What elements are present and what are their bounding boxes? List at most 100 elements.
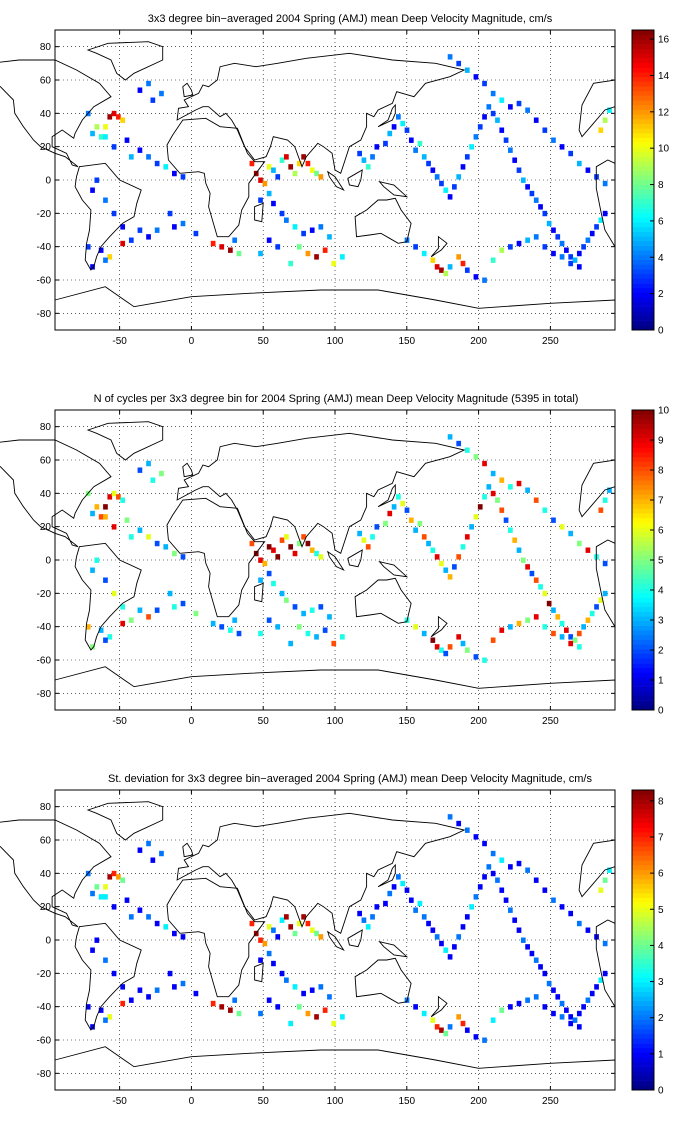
- colorbar: 0 2 4 6 8 10 12 14 16: [631, 29, 670, 337]
- heatmap-cell: [499, 857, 505, 863]
- y-tick-label: 40: [40, 869, 52, 880]
- heatmap-cell: [301, 610, 306, 617]
- x-tick-label: 0: [189, 1096, 195, 1107]
- heatmap-cell: [228, 1007, 233, 1013]
- coastline-new-zealand: [430, 995, 448, 1018]
- heatmap-cell: [576, 264, 582, 270]
- colorbar-swatch: [632, 541, 654, 547]
- colorbar-swatch: [632, 893, 654, 899]
- heatmap-cell: [228, 247, 233, 253]
- heatmap-cell: [374, 524, 380, 530]
- colorbar-swatch: [632, 194, 654, 200]
- colorbar-swatch: [632, 410, 654, 415]
- heatmap-cell: [305, 160, 311, 167]
- colorbar-swatch: [632, 447, 654, 453]
- heatmap-cell: [585, 617, 591, 623]
- heatmap-cell: [434, 644, 440, 650]
- colorbar-swatch: [632, 982, 654, 988]
- heatmap-cell: [322, 247, 328, 253]
- heatmap-cell: [90, 510, 95, 517]
- heatmap-cell: [111, 110, 117, 117]
- heatmap-cell: [430, 927, 436, 933]
- x-tick-label: 0: [189, 716, 195, 727]
- heatmap-cell: [503, 137, 509, 143]
- colorbar-swatch: [632, 245, 654, 251]
- heatmap-cell: [258, 957, 263, 963]
- heatmap-cell: [137, 907, 143, 913]
- heatmap-cell: [271, 547, 276, 553]
- heatmap-cell: [266, 544, 272, 550]
- heatmap-cell: [301, 914, 306, 920]
- colorbar-swatch: [632, 424, 654, 430]
- colorbar-swatch: [632, 456, 654, 462]
- heatmap-cell: [279, 157, 285, 163]
- colorbar-swatch: [632, 442, 654, 448]
- heatmap-cell: [111, 144, 117, 150]
- y-tick-label: 60: [40, 456, 52, 467]
- heatmap-cell: [275, 244, 281, 250]
- colorbar-swatch: [632, 452, 654, 458]
- heatmap-cell: [581, 624, 586, 630]
- heatmap-cell: [266, 997, 272, 1003]
- heatmap-cell: [309, 167, 315, 173]
- colorbar-swatch: [632, 695, 654, 701]
- colorbar-swatch: [632, 569, 654, 575]
- colorbar-swatch: [632, 841, 654, 847]
- colorbar: 0 1 2 3 4 5 6 7 8 9 10: [631, 406, 670, 717]
- colorbar-swatch: [632, 827, 654, 833]
- colorbar-swatch: [632, 860, 654, 866]
- heatmap-cell: [154, 227, 160, 233]
- colorbar-swatch: [632, 681, 654, 687]
- panel-mean-velocity: 3x3 degree bin−averaged 2004 Spring (AMJ…: [148, 13, 553, 25]
- x-tick-label: 250: [542, 1096, 559, 1107]
- heatmap-cell: [495, 877, 500, 883]
- heatmap-cell: [120, 984, 126, 990]
- heatmap-cell: [607, 107, 612, 113]
- colorbar-swatch: [632, 217, 654, 223]
- heatmap-cell: [443, 947, 449, 953]
- heatmap-cell: [538, 584, 543, 590]
- heatmap-cell: [357, 150, 362, 157]
- chart-title: 3x3 degree bin−averaged 2004 Spring (AMJ…: [148, 13, 553, 25]
- heatmap-cell: [111, 904, 117, 910]
- x-tick-label: 50: [258, 716, 270, 727]
- heatmap-cell: [551, 607, 556, 613]
- heatmap-cell: [572, 637, 578, 643]
- heatmap-cell: [172, 224, 177, 230]
- colorbar-swatch: [632, 306, 654, 312]
- heatmap-cell: [585, 997, 591, 1003]
- heatmap-cell: [266, 237, 272, 243]
- heatmap-cell: [408, 137, 414, 143]
- colorbar-swatch: [632, 1010, 654, 1016]
- heatmap-cell: [572, 1017, 578, 1023]
- colorbar-swatch: [632, 921, 654, 927]
- colorbar-tick-label: 6: [658, 216, 664, 227]
- heatmap-cell: [167, 590, 173, 597]
- colorbar-swatch: [632, 184, 654, 190]
- heatmap-cell: [94, 504, 100, 510]
- heatmap-cell: [258, 177, 263, 183]
- y-tick-label: 0: [45, 556, 51, 567]
- heatmap-cell: [396, 114, 401, 120]
- colorbar-swatch: [632, 672, 654, 678]
- heatmap-cell: [103, 894, 108, 900]
- heatmap-cell: [103, 577, 108, 583]
- heatmap-cell: [533, 957, 539, 963]
- y-tick-label: -60: [37, 276, 52, 287]
- heatmap-cell: [516, 1000, 522, 1007]
- heatmap-cell: [559, 240, 565, 247]
- heatmap-cell: [301, 990, 306, 997]
- panel-cycle-count: N of cycles per 3x3 degree bin for 2004 …: [94, 393, 579, 405]
- colorbar-swatch: [632, 639, 654, 645]
- heatmap-cell: [370, 534, 375, 540]
- heatmap-cell: [159, 850, 164, 857]
- heatmap-cell: [387, 130, 393, 137]
- heatmap-cell: [482, 277, 487, 283]
- heatmap-cell: [292, 984, 298, 990]
- colorbar-swatch: [632, 799, 654, 805]
- colorbar-swatch: [632, 855, 654, 861]
- colorbar-swatch: [632, 489, 654, 495]
- heatmap-cell: [434, 934, 440, 940]
- colorbar-tick-label: 7: [658, 832, 664, 843]
- colorbar-swatch: [632, 62, 654, 68]
